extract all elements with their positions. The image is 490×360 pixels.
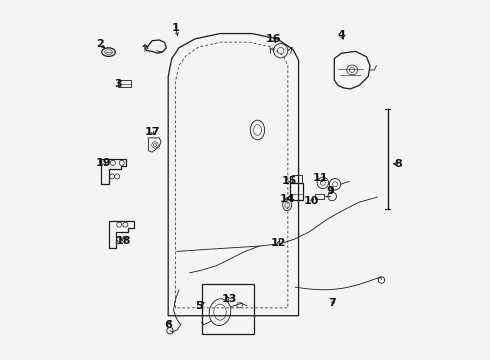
Text: 18: 18 — [116, 236, 131, 246]
Text: 2: 2 — [97, 39, 104, 49]
Text: 8: 8 — [395, 159, 402, 169]
Text: 4: 4 — [338, 30, 345, 40]
Text: 1: 1 — [172, 23, 179, 33]
Text: 7: 7 — [329, 298, 337, 308]
Text: 3: 3 — [114, 78, 122, 89]
Text: 19: 19 — [96, 158, 112, 168]
Text: 9: 9 — [327, 186, 335, 197]
Text: 11: 11 — [312, 173, 328, 183]
Text: 16: 16 — [266, 34, 281, 44]
Text: 13: 13 — [221, 294, 237, 303]
Text: 14: 14 — [279, 194, 295, 203]
Text: 15: 15 — [282, 176, 297, 186]
Text: 6: 6 — [164, 320, 172, 330]
Text: 10: 10 — [303, 197, 319, 206]
Text: 12: 12 — [271, 238, 287, 248]
Text: 5: 5 — [195, 301, 202, 311]
Text: 17: 17 — [145, 127, 160, 137]
